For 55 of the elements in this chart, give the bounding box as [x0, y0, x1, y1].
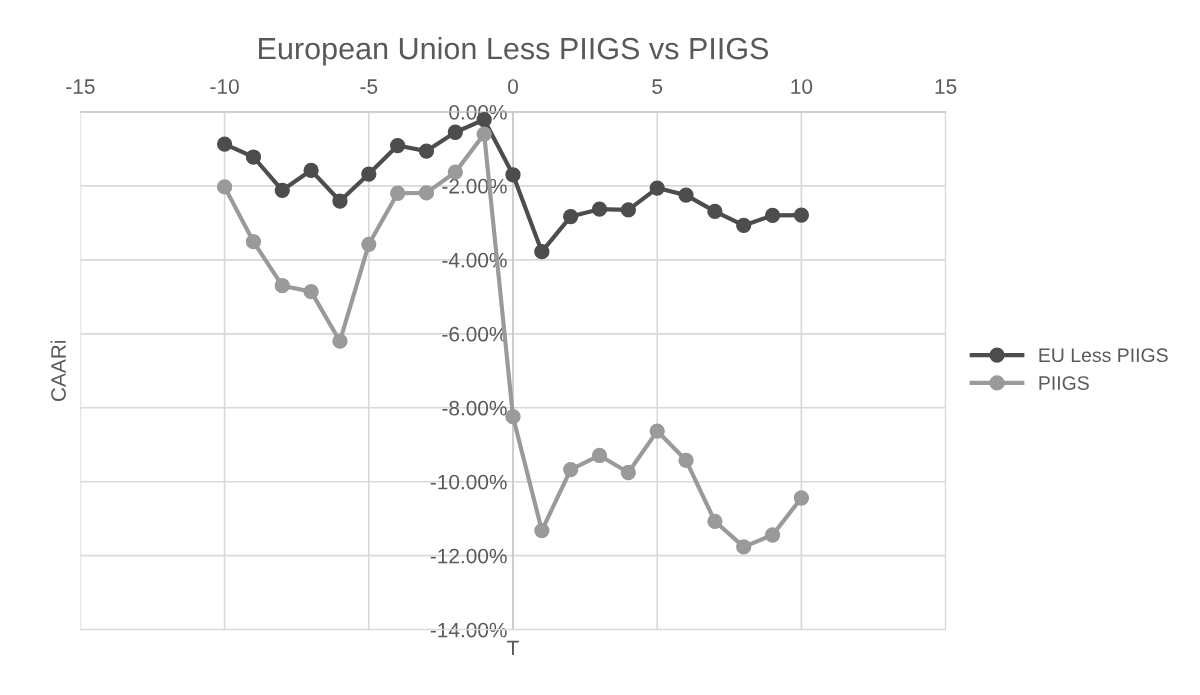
point — [678, 187, 694, 203]
point — [793, 490, 810, 506]
point — [736, 539, 752, 555]
point — [534, 244, 550, 260]
point — [332, 333, 348, 349]
x-tick-label: -10 — [210, 79, 239, 94]
point — [303, 283, 319, 300]
point — [793, 207, 810, 223]
point — [361, 236, 377, 252]
point — [245, 234, 262, 250]
legend-label: EU Less PIIGS — [1039, 348, 1168, 363]
point — [361, 166, 377, 182]
x-tick-label: 10 — [791, 79, 813, 94]
point — [476, 126, 492, 142]
point — [649, 423, 665, 439]
legend-label: PIIGS — [1039, 376, 1089, 390]
point — [591, 201, 608, 217]
point — [707, 513, 723, 529]
point — [534, 522, 550, 539]
x-tick-label: 15 — [935, 79, 957, 94]
point — [620, 464, 636, 481]
point — [736, 217, 752, 234]
point — [216, 136, 233, 152]
x-tick-label: 5 — [652, 79, 663, 94]
point — [418, 185, 435, 201]
y-axis-title: CAARi — [50, 340, 66, 401]
point — [591, 447, 608, 464]
point — [245, 149, 262, 165]
point — [274, 278, 290, 294]
point — [620, 202, 636, 218]
point — [332, 193, 348, 209]
point — [447, 124, 463, 140]
point — [418, 143, 435, 159]
x-tick-label: -5 — [360, 79, 378, 94]
point — [505, 409, 521, 425]
point — [678, 452, 694, 468]
y-tick-label: -12.00% — [430, 548, 507, 564]
point — [563, 208, 579, 225]
point — [707, 203, 723, 220]
point — [764, 207, 781, 224]
point — [764, 527, 781, 543]
y-tick-label: -10.00% — [430, 474, 507, 490]
point — [216, 179, 233, 195]
point — [390, 137, 406, 154]
y-tick-label: -8.00% — [442, 400, 507, 416]
x-axis-title: T — [507, 640, 519, 656]
point — [390, 185, 406, 201]
x-tick-label: 0 — [508, 79, 518, 94]
point — [303, 162, 319, 178]
chart-title: European Union Less PIIGS vs PIIGS — [259, 36, 769, 66]
point — [505, 167, 521, 183]
point — [563, 461, 579, 478]
point — [274, 182, 290, 198]
x-tick-label: -15 — [66, 79, 95, 94]
point — [649, 180, 665, 196]
